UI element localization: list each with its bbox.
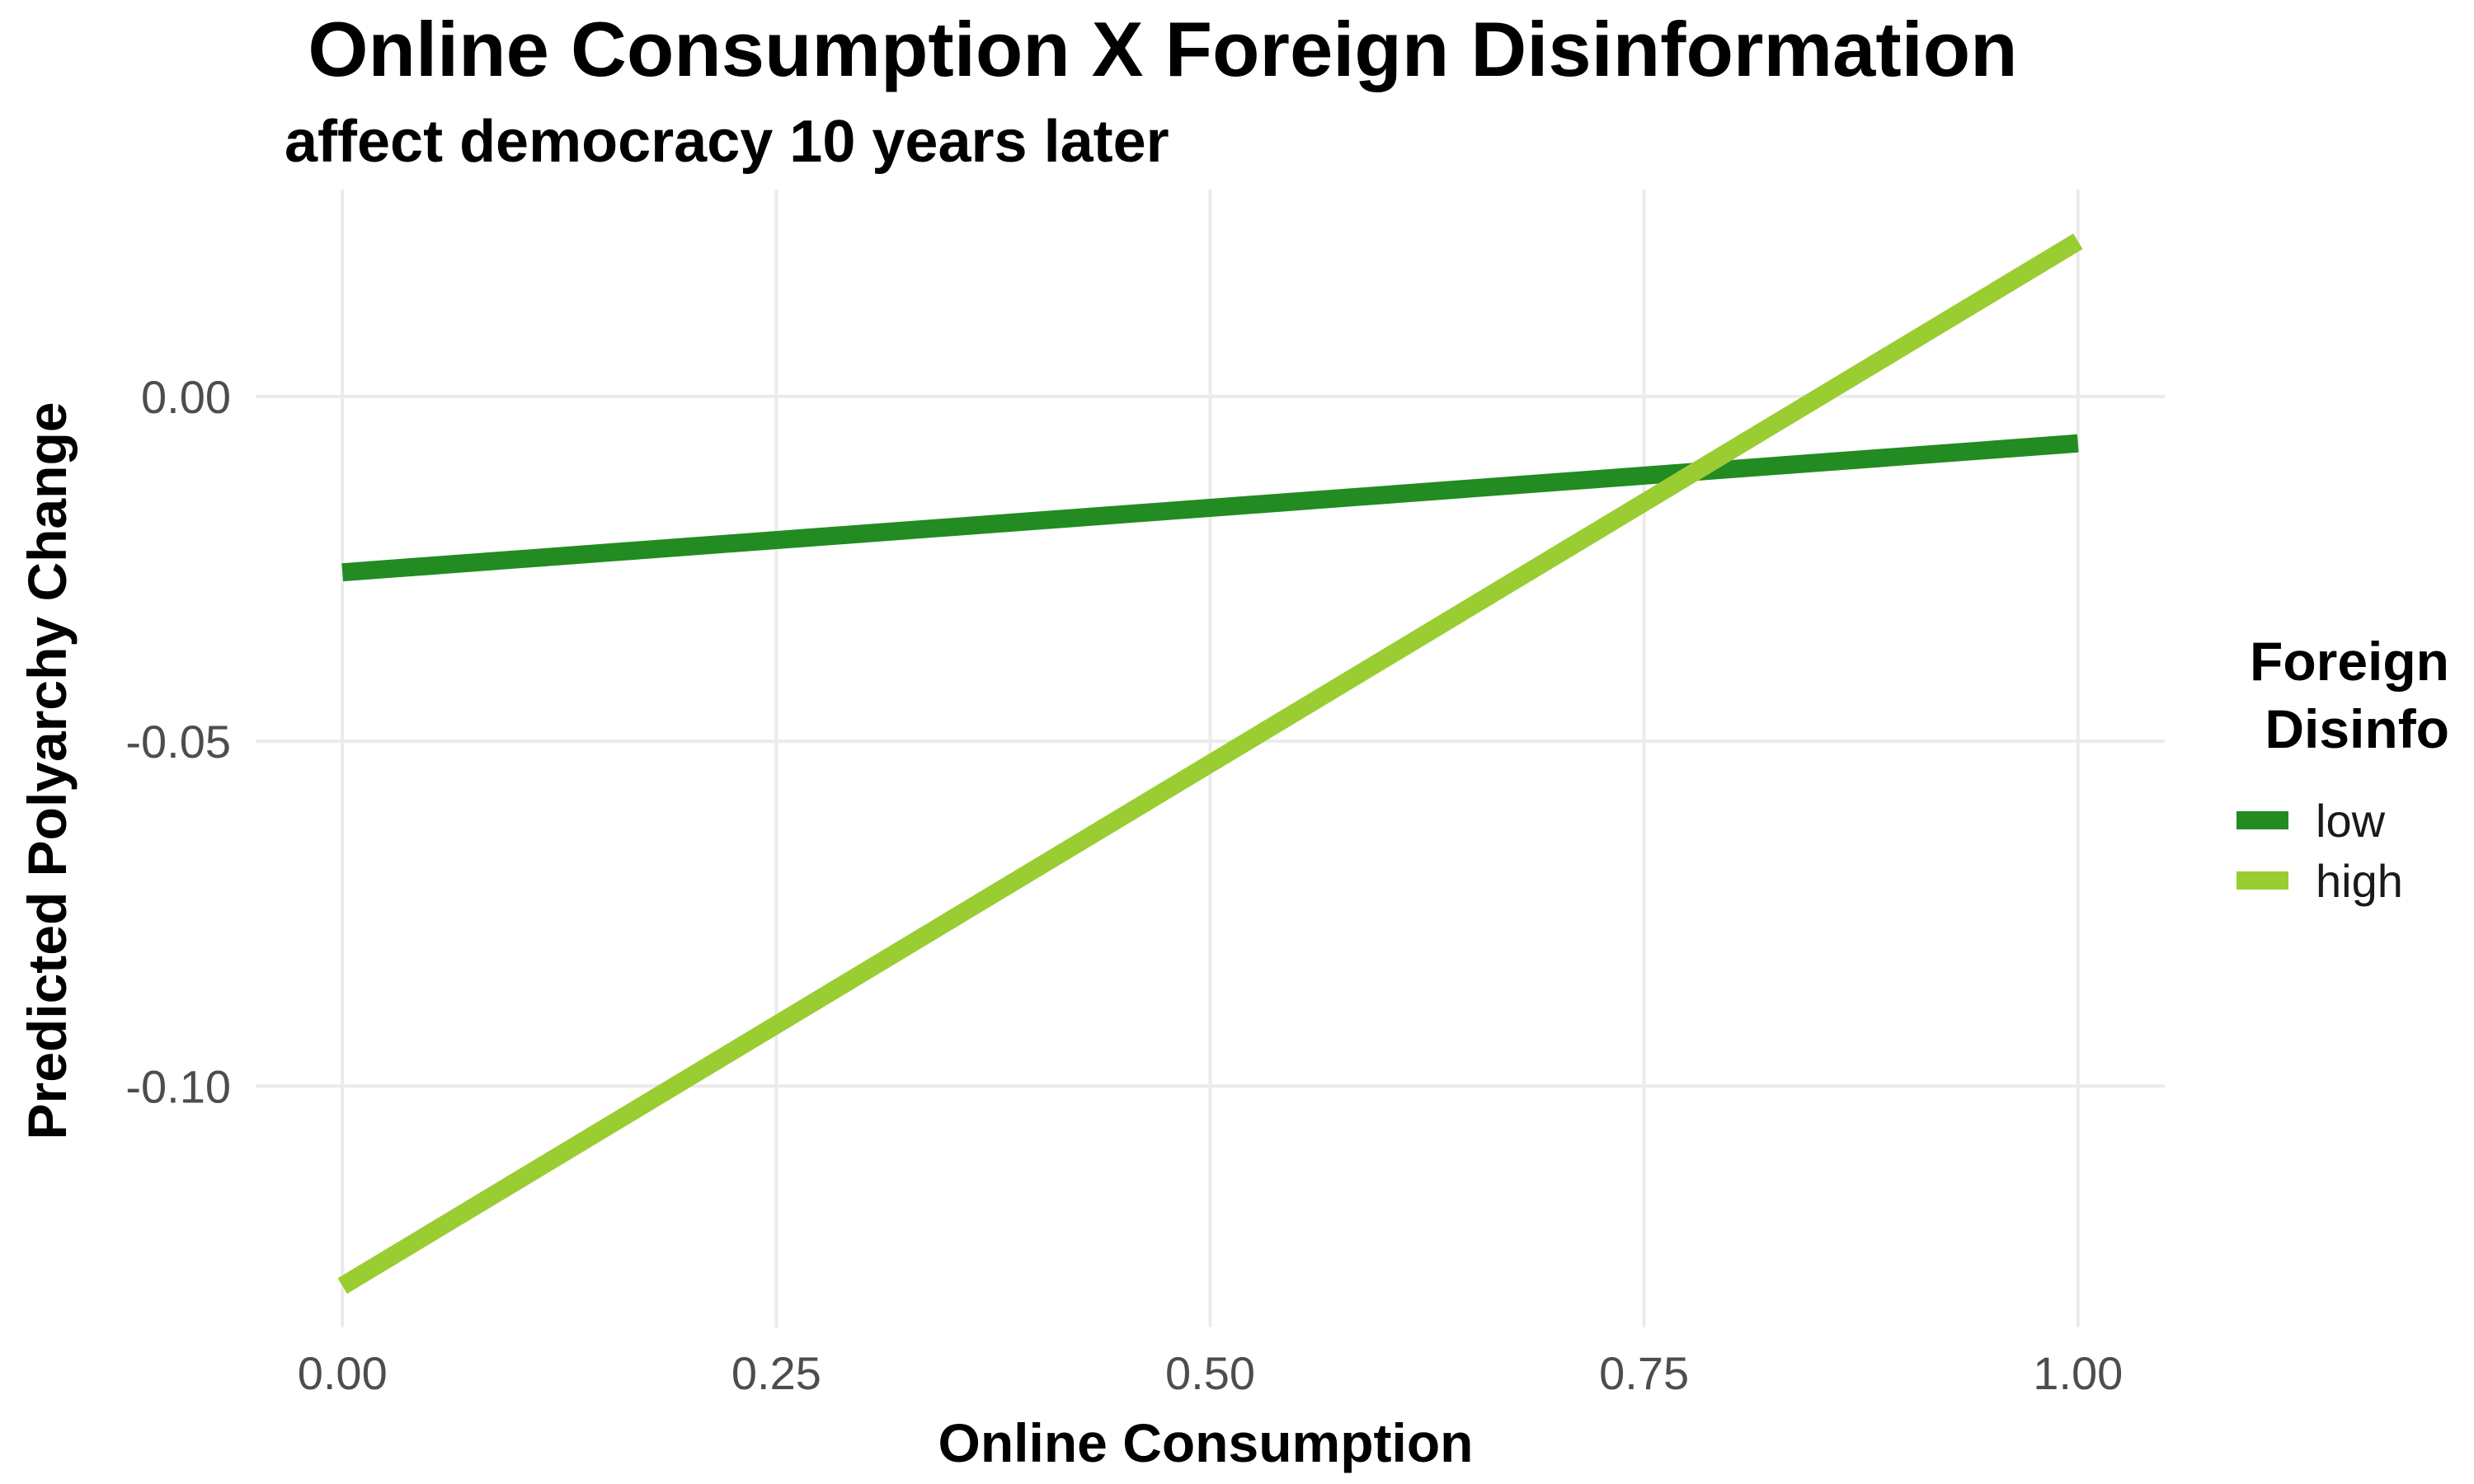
legend-label-high: high — [2316, 855, 2403, 907]
y-axis-title: Predicted Polyarchy Change — [16, 402, 78, 1140]
x-tick-label: 0.00 — [298, 1347, 388, 1399]
x-tick-label: 0.25 — [731, 1347, 821, 1399]
series-line-low — [341, 434, 2079, 582]
chart-title: Online Consumption X Foreign Disinformat… — [308, 6, 2017, 92]
chart-subtitle: affect democracy 10 years later — [285, 109, 1169, 175]
y-tick-label: -0.05 — [125, 716, 231, 768]
legend: Foreign Disinfo low high — [2236, 631, 2449, 907]
legend-title-line-1: Foreign — [2250, 631, 2449, 692]
series-layer — [337, 233, 2083, 1294]
x-tick-label: 0.75 — [1599, 1347, 1689, 1399]
x-tick-label: 0.50 — [1165, 1347, 1255, 1399]
legend-label-low: low — [2316, 795, 2386, 847]
y-tick-label: 0.00 — [141, 371, 231, 423]
legend-items: low high — [2236, 795, 2403, 907]
grid-layer — [256, 190, 2165, 1327]
series-line-high — [337, 233, 2083, 1294]
x-axis-title: Online Consumption — [938, 1412, 1474, 1473]
x-tick-label: 1.00 — [2033, 1347, 2123, 1399]
y-tick-label: -0.10 — [125, 1060, 231, 1112]
legend-title-line-2: Disinfo — [2265, 698, 2449, 759]
tick-layer: 0.00 0.25 0.50 0.75 1.00 0.00 -0.05 -0.10 — [125, 371, 2123, 1399]
